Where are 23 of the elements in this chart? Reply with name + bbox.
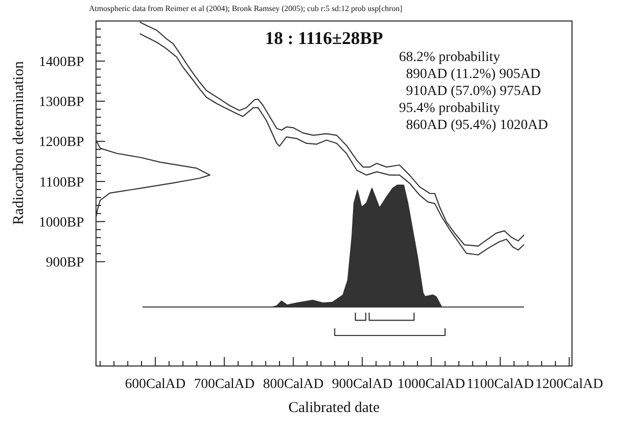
y-axis-title: Radiocarbon determination xyxy=(11,60,27,225)
y-tick-label: 1100BP xyxy=(39,175,84,190)
x-tick-label: 600CalAD xyxy=(124,377,186,392)
annotation: 910AD (57.0%) 975AD xyxy=(399,84,541,99)
chart-title: 18 : 1116±28BP xyxy=(265,28,383,48)
y-tick-label: 1000BP xyxy=(38,215,84,230)
y-tick-label: 1300BP xyxy=(38,95,84,110)
text: Atmospheric data from Reimer et al (2004); Bronk Ramsey (2005); cub r:5 sd:12 prob usp[chron] xyxy=(89,4,403,13)
annotation: 860AD (95.4%) 1020AD xyxy=(399,118,548,133)
x-tick-label: 1100CalAD xyxy=(466,377,534,392)
y-tick-label: 900BP xyxy=(46,256,84,271)
x-tick-label: 900CalAD xyxy=(332,377,393,392)
annotation: 68.2% probability xyxy=(399,50,500,65)
annotation: 95.4% probability xyxy=(399,101,500,116)
x-axis-title: Calibrated date xyxy=(288,400,380,416)
y-tick-label: 1200BP xyxy=(38,135,84,150)
y-tick-label: 1400BP xyxy=(38,55,84,70)
x-tick-label: 1200CalAD xyxy=(535,377,604,392)
annotation: 890AD (11.2%) 905AD xyxy=(399,67,540,82)
line-series xyxy=(95,140,210,218)
x-tick-label: 700CalAD xyxy=(194,377,255,392)
x-tick-label: 800CalAD xyxy=(262,377,324,392)
x-tick-label: 1000CalAD xyxy=(397,377,466,392)
